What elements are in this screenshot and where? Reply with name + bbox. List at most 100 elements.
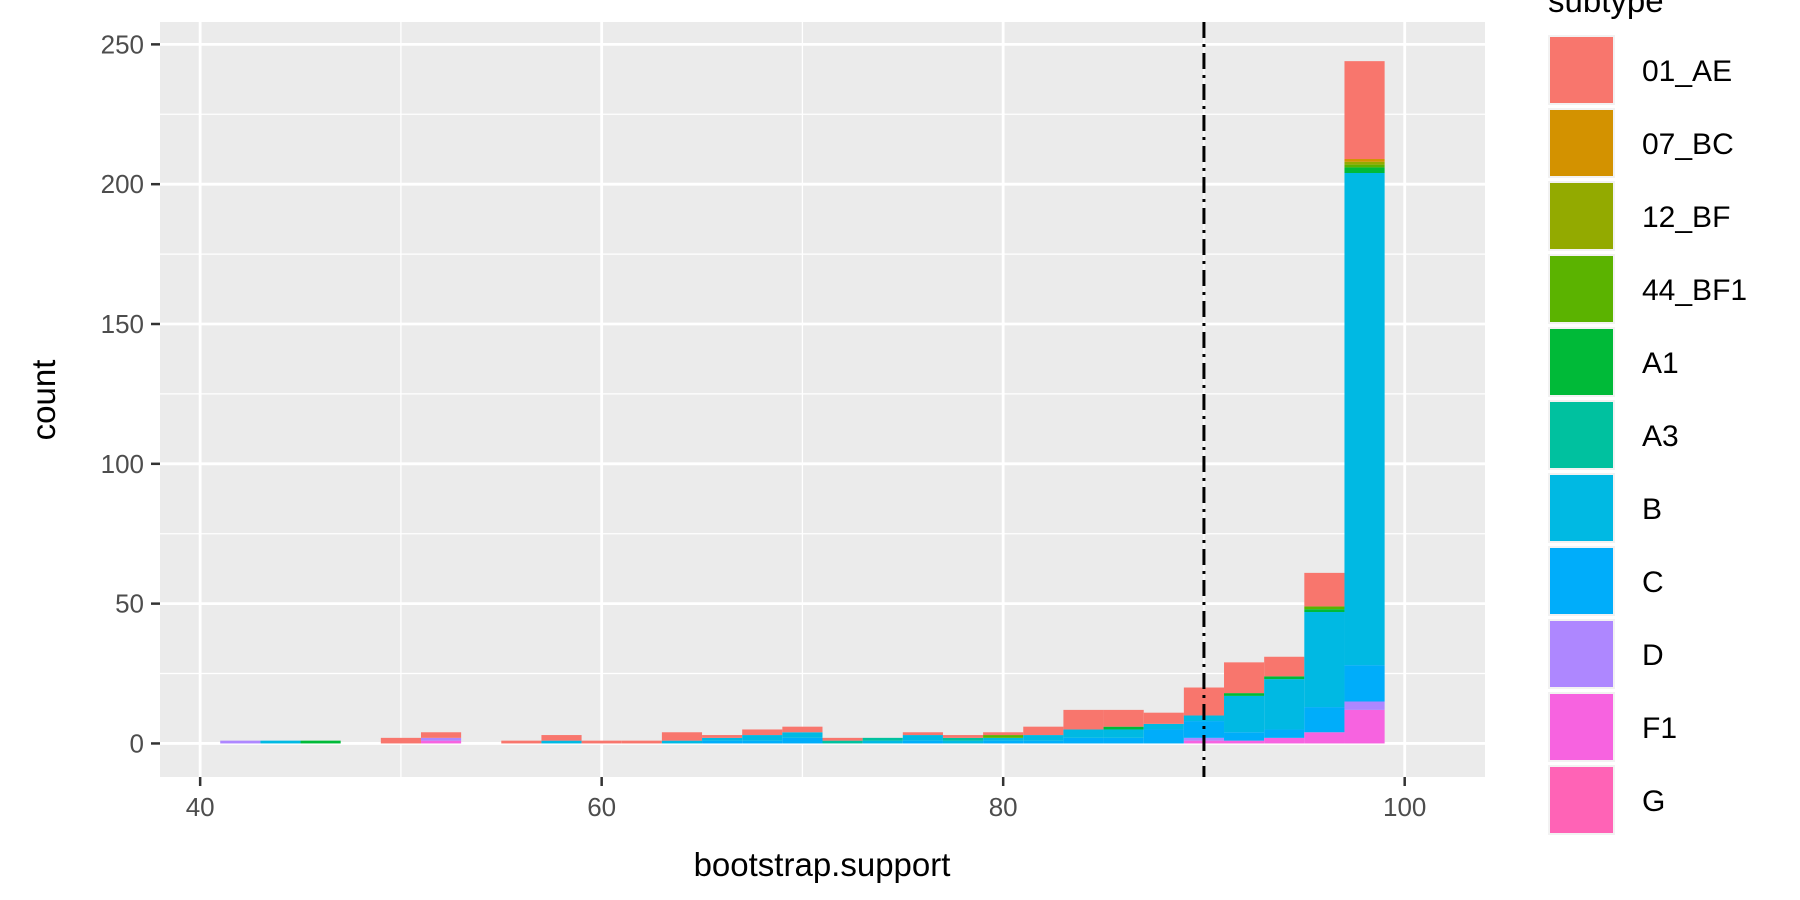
bar-segment bbox=[1224, 732, 1265, 741]
y-axis-title: count bbox=[25, 360, 62, 441]
panel-background bbox=[160, 22, 1485, 777]
bar-segment bbox=[782, 737, 823, 744]
legend-key-f1 bbox=[1550, 694, 1613, 760]
bar-segment bbox=[822, 740, 863, 744]
bar-segment bbox=[702, 740, 743, 744]
bar-segment bbox=[661, 740, 703, 744]
bar-segment bbox=[862, 740, 903, 744]
y-tick-label: 200 bbox=[101, 169, 144, 199]
x-tick-label: 60 bbox=[587, 792, 616, 822]
legend-key-12_bf bbox=[1550, 183, 1613, 249]
bar-segment bbox=[782, 732, 823, 738]
bar-segment bbox=[420, 732, 462, 738]
legend-key-a1 bbox=[1550, 329, 1613, 395]
bars bbox=[220, 61, 1385, 744]
bar-segment bbox=[1344, 161, 1385, 165]
bar-segment bbox=[1023, 726, 1064, 736]
legend-label: F1 bbox=[1642, 712, 1677, 745]
bar-segment bbox=[1304, 612, 1345, 708]
legend-label: A1 bbox=[1642, 347, 1679, 380]
bar-segment bbox=[1103, 737, 1144, 744]
y-tick-label: 0 bbox=[130, 728, 144, 758]
bar-segment bbox=[822, 737, 863, 741]
bar-segment bbox=[1304, 609, 1345, 613]
bar-segment bbox=[1344, 159, 1385, 162]
bar-segment bbox=[983, 740, 1024, 744]
x-tick-label: 100 bbox=[1383, 792, 1426, 822]
bar-segment bbox=[1224, 662, 1265, 694]
bar-segment bbox=[1224, 740, 1265, 744]
bar-segment bbox=[1143, 729, 1184, 744]
bar-segment bbox=[902, 740, 943, 744]
bar-segment bbox=[420, 737, 462, 741]
bar-segment bbox=[942, 740, 984, 744]
bar-segment bbox=[1063, 729, 1104, 738]
bar-segment bbox=[702, 737, 743, 741]
y-tick-label: 100 bbox=[101, 449, 144, 479]
bar-segment bbox=[1063, 737, 1104, 744]
bar-segment bbox=[1344, 167, 1385, 173]
bar-segment bbox=[661, 732, 703, 741]
bar-segment bbox=[983, 737, 1024, 741]
bar-segment bbox=[862, 737, 903, 741]
bar-segment bbox=[1183, 721, 1225, 738]
bar-segment bbox=[1224, 695, 1265, 733]
y-tick-label: 250 bbox=[101, 29, 144, 59]
bar-segment bbox=[1103, 726, 1144, 730]
legend-label: 07_BC bbox=[1642, 128, 1734, 161]
bar-segment bbox=[1264, 737, 1305, 744]
legend-label: 01_AE bbox=[1642, 55, 1732, 88]
bar-segment bbox=[1304, 732, 1345, 744]
bar-segment bbox=[1103, 709, 1144, 727]
bar-segment bbox=[300, 740, 341, 744]
legend-label: B bbox=[1642, 493, 1662, 526]
bar-segment bbox=[1143, 723, 1184, 730]
bar-segment bbox=[1063, 709, 1104, 730]
bar-segment bbox=[220, 740, 261, 744]
bar-segment bbox=[1344, 164, 1385, 168]
legend-label: D bbox=[1642, 639, 1664, 672]
bar-segment bbox=[1344, 701, 1385, 710]
bar-segment bbox=[782, 726, 823, 733]
legend-label: C bbox=[1642, 566, 1664, 599]
x-tick-label: 80 bbox=[989, 792, 1018, 822]
bar-segment bbox=[902, 735, 943, 741]
legend-label: G bbox=[1642, 785, 1665, 818]
bar-segment bbox=[902, 732, 943, 736]
x-tick-label: 40 bbox=[186, 792, 215, 822]
legend-key-44_bf1 bbox=[1550, 256, 1613, 322]
legend-label: 12_BF bbox=[1642, 201, 1730, 234]
y-axis: 0 50 100 150 200 250 bbox=[101, 29, 160, 758]
bar-segment bbox=[1264, 679, 1305, 730]
bar-segment bbox=[1344, 61, 1385, 160]
bar-segment bbox=[501, 740, 542, 744]
bar-segment bbox=[1264, 676, 1305, 680]
legend-label: A3 bbox=[1642, 420, 1679, 453]
bar-segment bbox=[1304, 606, 1345, 610]
bar-segment bbox=[942, 735, 984, 738]
legend-key-c bbox=[1550, 548, 1613, 614]
y-tick-label: 150 bbox=[101, 309, 144, 339]
legend-key-g bbox=[1550, 767, 1613, 833]
bar-segment bbox=[1264, 656, 1305, 677]
legend-key-d bbox=[1550, 621, 1613, 687]
bar-segment bbox=[1103, 729, 1144, 738]
bar-segment bbox=[1023, 740, 1064, 744]
bar-segment bbox=[1264, 729, 1305, 738]
y-tick-label: 50 bbox=[115, 589, 144, 619]
bar-segment bbox=[260, 740, 301, 744]
bar-segment bbox=[380, 737, 421, 744]
bar-segment bbox=[742, 735, 783, 741]
bar-segment bbox=[1344, 173, 1385, 666]
bar-segment bbox=[581, 740, 622, 744]
bar-segment bbox=[541, 735, 582, 741]
bar-segment bbox=[942, 737, 984, 741]
bar-segment bbox=[1224, 693, 1265, 696]
x-axis-title: bootstrap.support bbox=[694, 846, 951, 883]
legend-label: 44_BF1 bbox=[1642, 274, 1747, 307]
legend-title: subtype bbox=[1548, 0, 1664, 19]
bar-segment bbox=[702, 735, 743, 738]
bar-segment bbox=[983, 735, 1024, 738]
bar-segment bbox=[1304, 707, 1345, 733]
legend-key-a3 bbox=[1550, 402, 1613, 468]
